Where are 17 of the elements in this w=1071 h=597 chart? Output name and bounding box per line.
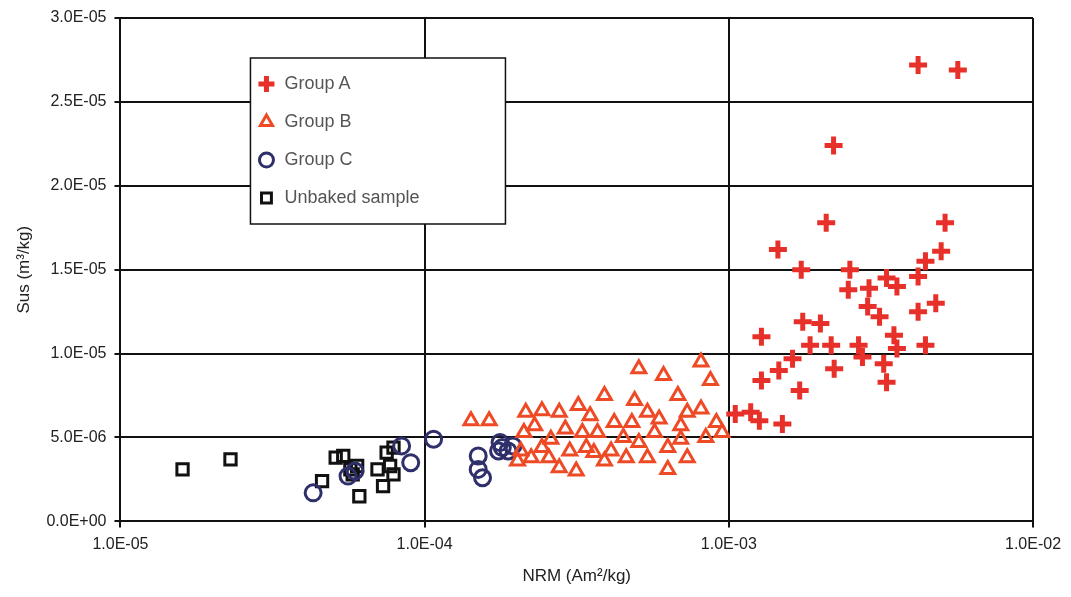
legend-label: Group C <box>284 148 353 169</box>
y-tick-label: 5.0E-06 <box>50 427 107 445</box>
y-axis-title: Sus (m³/kg) <box>13 225 33 314</box>
y-tick-label: 2.5E-05 <box>50 92 107 110</box>
x-tick-label: 1.0E-05 <box>92 535 149 553</box>
y-tick-label: 1.0E-05 <box>50 344 107 362</box>
x-tick-label: 1.0E-04 <box>396 535 453 553</box>
y-tick-label: 3.0E-05 <box>50 8 107 26</box>
legend-label: Unbaked sample <box>284 186 420 207</box>
y-tick-label: 2.0E-05 <box>50 176 107 194</box>
x-tick-label: 1.0E-02 <box>1004 535 1062 553</box>
x-axis-title: NRM (Am²/kg) <box>522 566 632 586</box>
y-tick-label: 1.5E-05 <box>50 260 107 278</box>
legend-label: Group A <box>284 72 351 93</box>
x-tick-label: 1.0E-03 <box>700 535 757 553</box>
legend-label: Group B <box>284 110 352 131</box>
y-tick-label: 0.0E+00 <box>46 511 107 529</box>
